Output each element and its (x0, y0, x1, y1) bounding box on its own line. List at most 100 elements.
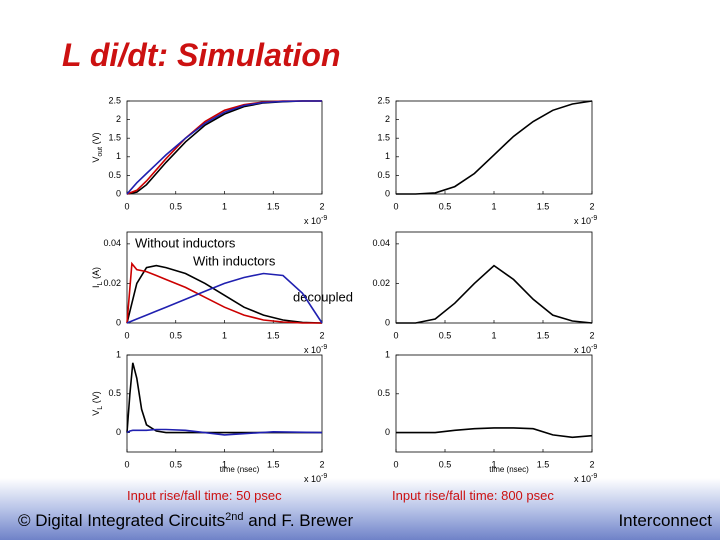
plot-area (126, 354, 323, 453)
y-tick-label: 1 (116, 151, 121, 161)
x-scale: x 10-9 (304, 215, 327, 227)
y-tick-label: 1 (385, 349, 390, 359)
x-scale-exp: -9 (591, 215, 597, 222)
y-label-main: V (91, 410, 101, 416)
x-tick-label: 2 (319, 201, 324, 211)
x-tick-label: 0.5 (439, 459, 452, 469)
y-label-main: V (91, 157, 101, 163)
y-tick-label: 0.5 (377, 170, 390, 180)
x-tick-label: 0 (393, 459, 398, 469)
y-tick-label: 0.02 (103, 278, 121, 288)
x-scale-base: x 10 (574, 216, 591, 226)
x-tick-label: 1.5 (537, 459, 550, 469)
x-scale: x 10-9 (574, 215, 597, 227)
y-tick-label: 0 (116, 427, 121, 437)
y-tick-label: 2 (116, 114, 121, 124)
y-tick-label: 0.5 (108, 388, 121, 398)
footer-text: © Digital Integrated Circuits (18, 511, 225, 530)
plot-area (395, 231, 593, 324)
x-tick-label: 1 (222, 459, 227, 469)
x-scale: x 10-9 (574, 344, 597, 356)
x-tick-label: 0.5 (439, 201, 452, 211)
y-tick-label: 1.5 (377, 133, 390, 143)
y-tick-label: 0.5 (108, 170, 121, 180)
x-tick-label: 0 (393, 330, 398, 340)
x-tick-label: 0 (124, 201, 129, 211)
data-line (396, 427, 593, 439)
x-axis-label: time (nsec) (220, 465, 260, 474)
slide-title: L di/dt: Simulation (62, 37, 341, 73)
y-tick-label: 2.5 (377, 95, 390, 105)
y-tick-label: 0.02 (372, 278, 390, 288)
y-tick-label: 2.5 (108, 95, 121, 105)
x-scale-exp: -9 (321, 344, 327, 351)
x-scale-base: x 10 (574, 345, 591, 355)
x-scale-base: x 10 (574, 474, 591, 484)
y-tick-label: 0.04 (103, 238, 121, 248)
y-tick-label: 0.5 (377, 388, 390, 398)
x-scale: x 10-9 (304, 344, 327, 356)
y-axis-label: Vout (V) (91, 132, 103, 162)
x-tick-label: 1 (491, 459, 496, 469)
y-label-sub: L (97, 281, 104, 285)
y-tick-label: 2 (385, 114, 390, 124)
x-tick-label: 1 (491, 330, 496, 340)
x-tick-label: 1 (222, 201, 227, 211)
data-line (126, 100, 322, 195)
x-tick-label: 1.5 (267, 459, 280, 469)
plot-area (395, 354, 593, 453)
x-scale-exp: -9 (321, 215, 327, 222)
x-tick-label: 2 (589, 459, 594, 469)
x-tick-label: 1.5 (267, 330, 280, 340)
plot-area (395, 100, 593, 195)
annotation: Without inductors (135, 235, 236, 250)
y-axis-label: IL (A) (91, 267, 103, 288)
data-line (126, 428, 323, 436)
x-scale: x 10-9 (574, 473, 597, 485)
x-tick-label: 1.5 (537, 201, 550, 211)
caption: Input rise/fall time: 800 psec (392, 488, 554, 503)
x-scale-base: x 10 (304, 345, 321, 355)
footer-text: and F. Brewer (244, 511, 354, 530)
y-tick-label: 0 (385, 317, 390, 327)
data-line (126, 264, 323, 324)
x-scale-exp: -9 (591, 344, 597, 351)
data-line (126, 272, 323, 324)
y-tick-label: 0 (385, 188, 390, 198)
x-tick-label: 0 (124, 459, 129, 469)
x-scale-base: x 10 (304, 474, 321, 484)
y-tick-label: 0 (116, 188, 121, 198)
x-tick-label: 2 (319, 459, 324, 469)
x-tick-label: 2 (589, 330, 594, 340)
y-label-unit: (V) (91, 132, 101, 144)
x-tick-label: 0 (124, 330, 129, 340)
x-tick-label: 1 (222, 330, 227, 340)
x-tick-label: 1 (491, 201, 496, 211)
x-axis-label: time (nsec) (489, 465, 529, 474)
x-tick-label: 0.5 (169, 459, 182, 469)
y-tick-label: 1.5 (108, 133, 121, 143)
footer-sup: 2nd (225, 511, 243, 523)
y-tick-label: 1 (116, 349, 121, 359)
x-tick-label: 2 (589, 201, 594, 211)
x-scale: x 10-9 (304, 473, 327, 485)
x-tick-label: 2 (319, 330, 324, 340)
x-scale-exp: -9 (591, 473, 597, 480)
caption: Input rise/fall time: 50 psec (127, 488, 282, 503)
y-label-main: I (91, 285, 101, 288)
footer-topic: Interconnect (618, 511, 712, 530)
annotation: With inductors (193, 253, 276, 268)
y-tick-label: 0 (116, 317, 121, 327)
x-tick-label: 0.5 (169, 201, 182, 211)
y-axis-label: VL (V) (91, 391, 103, 415)
y-label-unit: (A) (91, 267, 101, 279)
y-label-sub: L (97, 406, 104, 410)
data-line (396, 264, 593, 324)
y-label-unit: (V) (91, 391, 101, 403)
x-tick-label: 0 (393, 201, 398, 211)
y-tick-label: 0 (385, 427, 390, 437)
footer: © Digital Integrated Circuits2nd and F. … (18, 511, 353, 530)
footer-band (0, 478, 720, 540)
